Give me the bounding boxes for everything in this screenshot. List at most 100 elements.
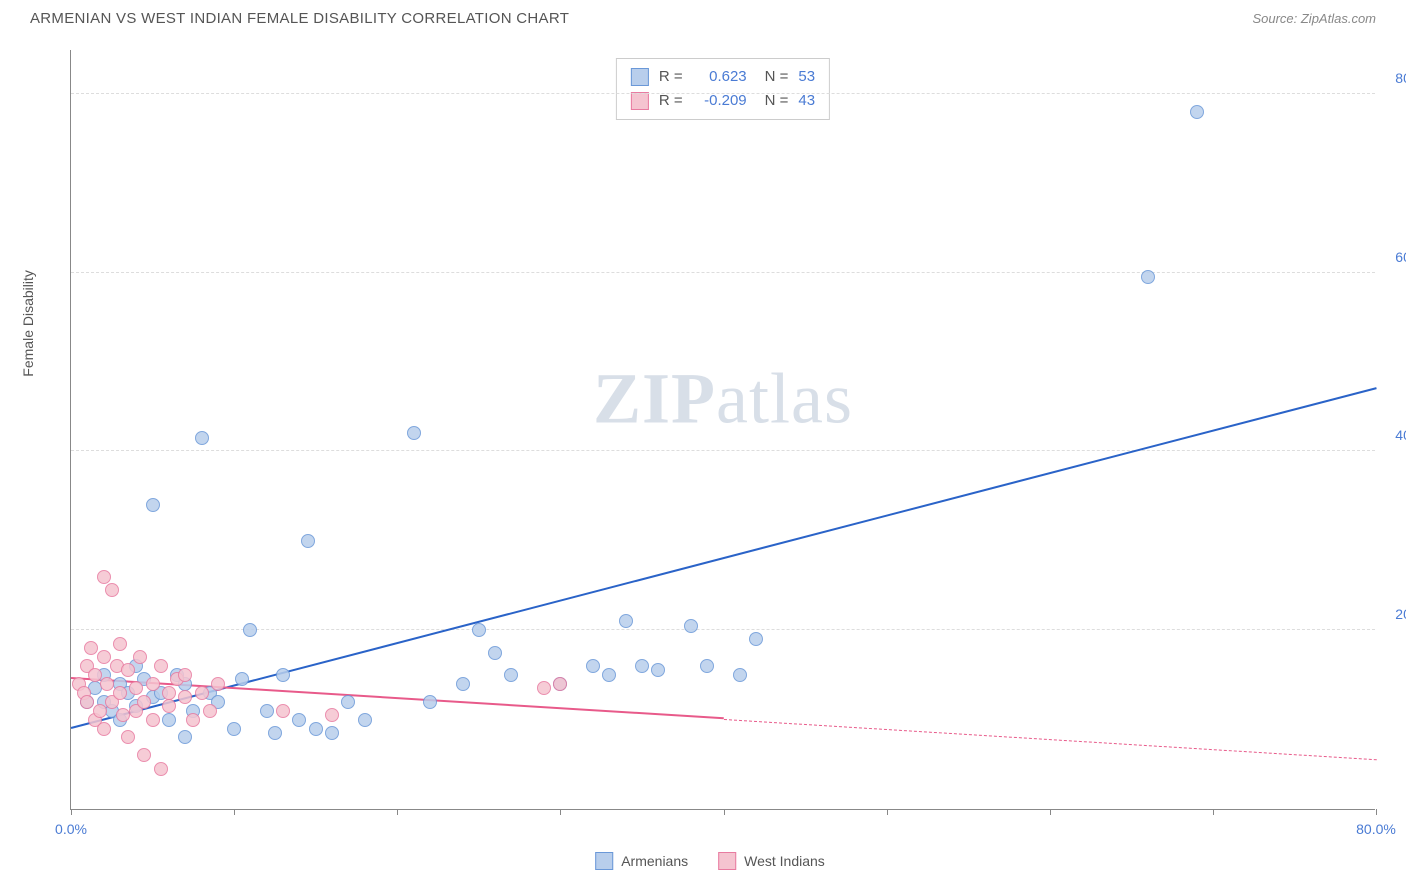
data-point [260,704,274,718]
bottom-legend: Armenians West Indians [595,852,825,870]
plot-area: ZIPatlas R = 0.623N = 53R = -0.209N = 43… [70,50,1375,810]
data-point [684,619,698,633]
data-point [162,713,176,727]
chart-container: Female Disability ZIPatlas R = 0.623N = … [45,50,1375,840]
data-point [602,668,616,682]
y-axis-label: Female Disability [20,270,36,377]
watermark: ZIPatlas [593,358,853,441]
stat-r-value: 0.623 [693,65,747,89]
y-tick-label: 60.0% [1395,249,1406,265]
x-tick-label: 80.0% [1356,821,1396,837]
data-point [456,677,470,691]
x-tick-label: 0.0% [55,821,87,837]
data-point [113,637,127,651]
data-point [162,699,176,713]
legend-item: West Indians [718,852,825,870]
legend-swatch [718,852,736,870]
data-point [325,708,339,722]
data-point [700,659,714,673]
data-point [178,690,192,704]
gridline [71,450,1375,451]
data-point [146,498,160,512]
data-point [553,677,567,691]
data-point [129,681,143,695]
data-point [178,668,192,682]
stats-legend-box: R = 0.623N = 53R = -0.209N = 43 [616,58,830,120]
y-tick-label: 40.0% [1395,427,1406,443]
data-point [1141,270,1155,284]
stats-row: R = 0.623N = 53 [631,65,815,89]
x-tick-mark [234,809,235,815]
data-point [309,722,323,736]
data-point [113,686,127,700]
x-tick-mark [397,809,398,815]
data-point [276,668,290,682]
x-tick-mark [1213,809,1214,815]
data-point [358,713,372,727]
x-tick-mark [71,809,72,815]
data-point [84,641,98,655]
y-tick-label: 20.0% [1395,606,1406,622]
legend-swatch [631,92,649,110]
x-tick-mark [560,809,561,815]
data-point [537,681,551,695]
data-point [472,623,486,637]
data-point [162,686,176,700]
legend-item: Armenians [595,852,688,870]
chart-source: Source: ZipAtlas.com [1252,11,1376,26]
data-point [178,730,192,744]
data-point [121,730,135,744]
chart-title: ARMENIAN VS WEST INDIAN FEMALE DISABILIT… [30,10,569,27]
chart-header: ARMENIAN VS WEST INDIAN FEMALE DISABILIT… [0,0,1406,31]
data-point [749,632,763,646]
gridline [71,629,1375,630]
data-point [97,650,111,664]
data-point [243,623,257,637]
data-point [407,426,421,440]
data-point [341,695,355,709]
data-point [137,695,151,709]
data-point [195,431,209,445]
data-point [301,534,315,548]
gridline [71,272,1375,273]
legend-swatch [631,68,649,86]
x-tick-mark [1050,809,1051,815]
data-point [97,722,111,736]
gridline [71,93,1375,94]
data-point [97,570,111,584]
data-point [137,748,151,762]
data-point [105,583,119,597]
data-point [235,672,249,686]
data-point [80,695,94,709]
data-point [211,677,225,691]
data-point [116,708,130,722]
data-point [619,614,633,628]
data-point [146,677,160,691]
x-tick-mark [1376,809,1377,815]
data-point [227,722,241,736]
data-point [586,659,600,673]
stat-label: R = [659,65,683,89]
data-point [268,726,282,740]
data-point [423,695,437,709]
data-point [488,646,502,660]
data-point [651,663,665,677]
trend-line [71,387,1376,729]
data-point [133,650,147,664]
data-point [292,713,306,727]
data-point [100,677,114,691]
x-tick-mark [887,809,888,815]
trend-line-dashed [723,719,1376,760]
legend-label: West Indians [744,853,825,869]
data-point [733,668,747,682]
data-point [146,713,160,727]
data-point [154,762,168,776]
legend-swatch [595,852,613,870]
data-point [276,704,290,718]
x-tick-mark [724,809,725,815]
stat-n-value: 53 [798,65,815,89]
data-point [121,663,135,677]
data-point [325,726,339,740]
y-tick-label: 80.0% [1395,70,1406,86]
data-point [195,686,209,700]
